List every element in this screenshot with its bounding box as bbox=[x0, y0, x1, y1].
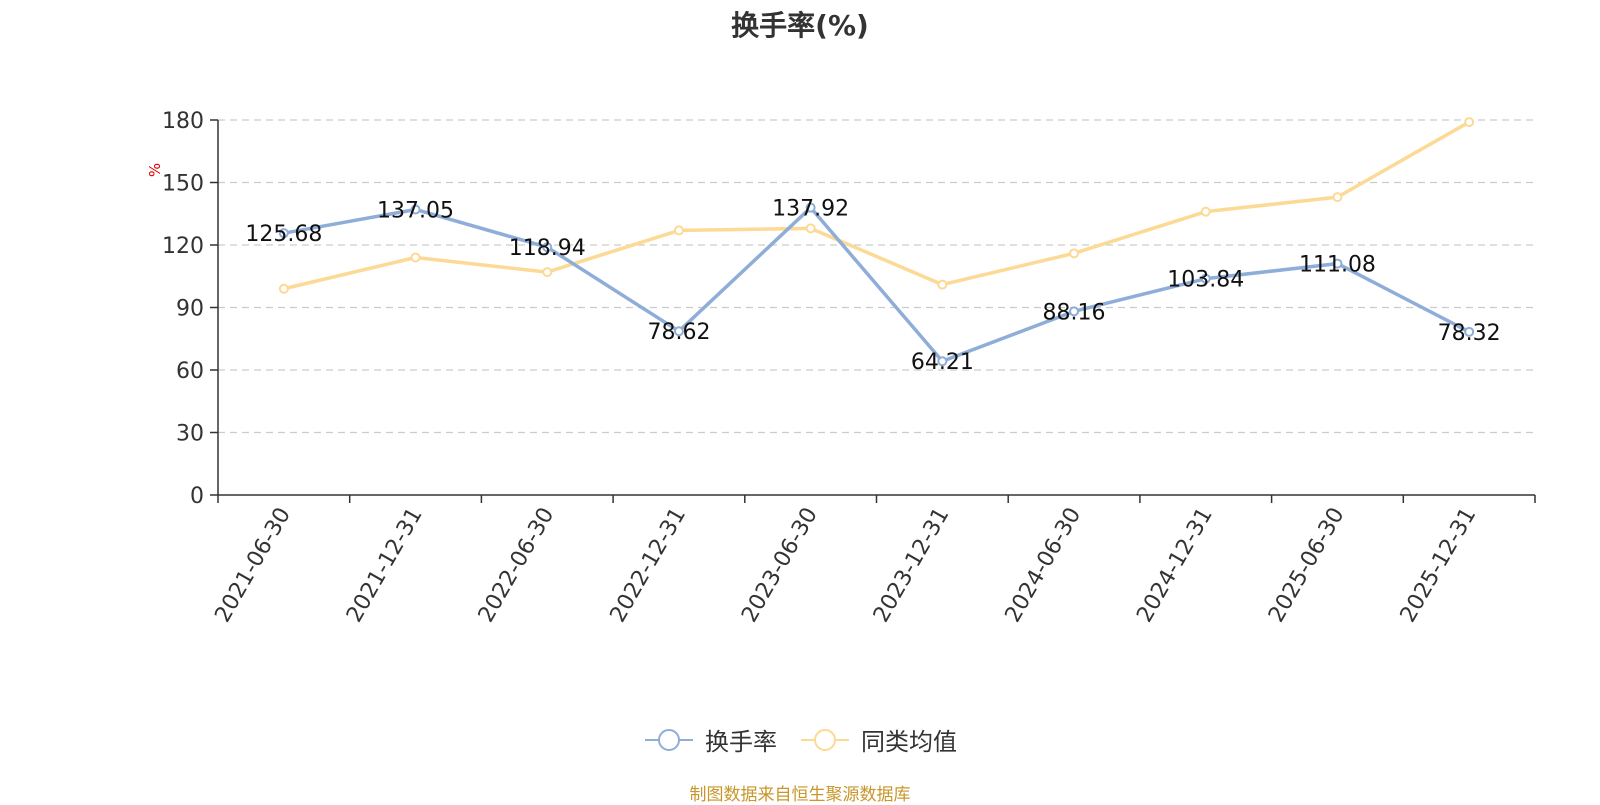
data-label: 137.05 bbox=[377, 198, 454, 223]
data-point bbox=[673, 225, 684, 236]
y-tick-label: 0 bbox=[190, 484, 204, 509]
x-tick-label: 2025-06-30 bbox=[1264, 504, 1350, 627]
data-point bbox=[1069, 306, 1080, 317]
data-label: 125.68 bbox=[245, 222, 322, 247]
data-point bbox=[1464, 117, 1475, 128]
data-point bbox=[673, 326, 684, 337]
legend-line-circle-icon bbox=[645, 728, 693, 751]
x-tick-label: 2021-12-31 bbox=[342, 504, 428, 627]
legend-label: 换手率 bbox=[705, 728, 777, 756]
x-tick-label: 2024-12-31 bbox=[1132, 504, 1218, 627]
x-tick-label: 2023-06-30 bbox=[737, 504, 823, 627]
y-tick-label: 30 bbox=[176, 422, 204, 447]
data-label: 118.94 bbox=[509, 236, 586, 261]
data-label: 78.62 bbox=[647, 320, 710, 345]
series-layer bbox=[278, 117, 1475, 367]
x-tick-label: 2023-12-31 bbox=[869, 504, 955, 627]
y-tick-label: 120 bbox=[162, 234, 204, 259]
data-point bbox=[1332, 192, 1343, 203]
x-tick-label: 2024-06-30 bbox=[1001, 504, 1087, 627]
x-tick-label: 2025-12-31 bbox=[1396, 504, 1482, 627]
y-tick-label: 150 bbox=[162, 172, 204, 197]
data-label: 103.84 bbox=[1167, 268, 1244, 293]
data-point bbox=[278, 283, 289, 294]
data-point bbox=[805, 202, 816, 213]
data-label: 111.08 bbox=[1299, 253, 1376, 278]
y-axis-unit-label: % bbox=[146, 163, 164, 177]
chart-title: 换手率(%) bbox=[731, 9, 869, 42]
legend: 换手率 同类均值 bbox=[0, 722, 1600, 757]
series-line bbox=[283, 120, 1471, 291]
legend-item[interactable]: 换手率 bbox=[643, 722, 777, 757]
y-tick-label: 180 bbox=[162, 109, 204, 134]
y-tick-label: 60 bbox=[176, 359, 204, 384]
data-point bbox=[1200, 273, 1211, 284]
data-point bbox=[805, 223, 816, 234]
legend-item[interactable]: 同类均值 bbox=[799, 722, 957, 757]
data-point bbox=[1200, 206, 1211, 217]
data-point bbox=[1464, 326, 1475, 337]
data-point bbox=[1069, 248, 1080, 259]
y-tick-label: 90 bbox=[176, 297, 204, 322]
x-tick-label: 2022-12-31 bbox=[605, 504, 691, 627]
data-point bbox=[937, 279, 948, 290]
data-point bbox=[278, 228, 289, 239]
data-label: 64.21 bbox=[911, 350, 974, 375]
label-layer: 125.68 137.05 118.94 78.62 137.92 64.21 88.16 1… bbox=[245, 197, 1500, 376]
data-point bbox=[542, 242, 553, 253]
x-tick-label: 2021-06-30 bbox=[210, 504, 296, 627]
data-label: 88.16 bbox=[1043, 300, 1106, 325]
data-point bbox=[410, 252, 421, 263]
x-tick-label: 2022-06-30 bbox=[474, 504, 560, 627]
legend-line-circle-icon bbox=[801, 728, 849, 751]
data-label: 137.92 bbox=[772, 197, 849, 222]
data-point bbox=[542, 267, 553, 278]
axis-layer: 0 30 60 90 120 150 180% 2021-06-30 2021-12-31 202… bbox=[146, 109, 1536, 627]
data-point bbox=[937, 356, 948, 367]
data-label: 78.32 bbox=[1438, 321, 1501, 346]
data-point bbox=[410, 204, 421, 215]
series-line bbox=[283, 205, 1470, 363]
data-point bbox=[1332, 258, 1343, 269]
legend-label: 同类均值 bbox=[861, 728, 957, 756]
grid-layer bbox=[218, 119, 1535, 434]
source-note: 制图数据来自恒生聚源数据库 bbox=[689, 785, 911, 805]
